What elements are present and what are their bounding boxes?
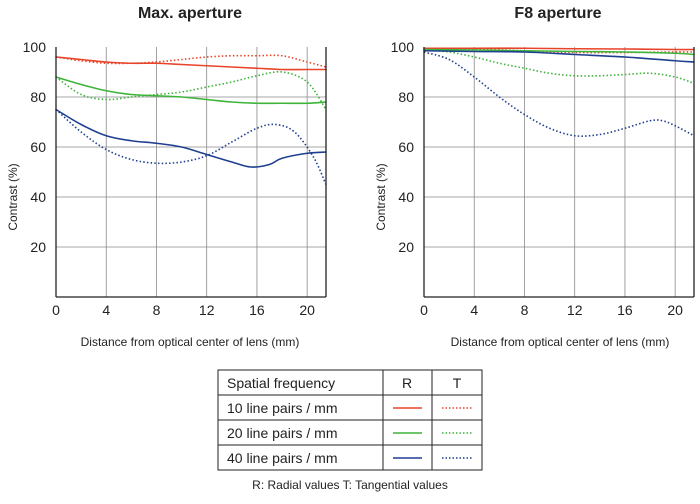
chart-f8-aperture: F8 aperture 0 4 8 12 16 20 20 40 60 80 100 Distanc… [374, 5, 695, 349]
x-tick-label: 12 [567, 302, 583, 318]
legend-row-label-20lp: 20 line pairs / mm [227, 425, 337, 441]
x-tick-label: 20 [667, 302, 683, 318]
x-tick-label: 0 [420, 302, 428, 318]
x-tick-label: 0 [52, 302, 60, 318]
y-tick-label: 20 [398, 239, 414, 255]
legend-header: Spatial frequency [227, 375, 335, 391]
legend-col-radial: R [402, 375, 412, 391]
y-tick-label: 20 [30, 239, 46, 255]
series-line-lp20-radial [423, 48, 695, 56]
x-tick-label: 8 [153, 302, 161, 318]
axes [55, 47, 327, 298]
series-line-lp10-tangential [55, 54, 327, 68]
grid-lines [424, 47, 694, 297]
footnote: R: Radial values T: Tangential values [252, 478, 448, 492]
series-line-lp20-radial [55, 76, 327, 105]
legend-table: Spatial frequency R T 10 line pairs / mm… [217, 369, 483, 471]
y-tick-label: 40 [398, 189, 414, 205]
x-tick-label: 8 [521, 302, 529, 318]
x-tick-label: 4 [102, 302, 110, 318]
legend-row-label-10lp: 10 line pairs / mm [227, 400, 337, 416]
series-line-lp10-radial [55, 56, 327, 71]
y-tick-label: 60 [30, 139, 46, 155]
y-tick-label: 80 [398, 89, 414, 105]
tick-labels: 0 4 8 12 16 20 20 40 60 80 100 [391, 39, 684, 318]
x-tick-label: 16 [617, 302, 633, 318]
x-tick-label: 20 [299, 302, 315, 318]
grid-lines [56, 47, 326, 297]
x-tick-label: 16 [249, 302, 265, 318]
series-line-lp20-tangential [55, 70, 327, 110]
series-line-lp40-radial [55, 108, 327, 168]
y-axis-label: Contrast (%) [6, 163, 20, 230]
x-axis-label: Distance from optical center of lens (mm… [81, 335, 300, 349]
legend-row-label-40lp: 40 line pairs / mm [227, 450, 337, 466]
legend-col-tangential: T [453, 375, 462, 391]
mtf-curves [423, 47, 695, 137]
series-line-lp40-tangential [55, 108, 327, 185]
x-tick-label: 12 [199, 302, 215, 318]
x-axis-label: Distance from optical center of lens (mm… [451, 335, 670, 349]
chart-title: F8 aperture [514, 5, 601, 22]
y-axis-label: Contrast (%) [374, 163, 388, 230]
y-tick-label: 100 [23, 39, 47, 55]
y-tick-label: 100 [391, 39, 415, 55]
series-line-lp10-radial [423, 47, 695, 51]
x-tick-label: 4 [470, 302, 478, 318]
series-line-lp40-tangential [423, 51, 695, 137]
chart-title: Max. aperture [138, 5, 242, 22]
chart-max-aperture: Max. aperture 0 4 8 12 16 20 20 40 60 80 100 Dista… [6, 5, 327, 349]
series-line-lp20-tangential [423, 48, 695, 85]
y-tick-label: 60 [398, 139, 414, 155]
axes [423, 47, 695, 298]
tick-labels: 0 4 8 12 16 20 20 40 60 80 100 [23, 39, 316, 318]
y-tick-label: 80 [30, 89, 46, 105]
y-tick-label: 40 [30, 189, 46, 205]
series-line-lp40-radial [423, 49, 695, 63]
mtf-curves [55, 54, 327, 185]
